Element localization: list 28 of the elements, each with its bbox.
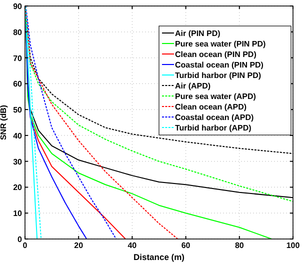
- y-tick-label: 40: [13, 131, 23, 140]
- x-axis-title: Distance (m): [133, 252, 185, 262]
- legend-label: Pure sea water (PIN PD): [175, 40, 266, 48]
- legend-label: Pure sea water (APD): [175, 92, 256, 101]
- legend-label: Turbid harbor (APD): [175, 124, 252, 132]
- y-tick-label: 0: [18, 235, 23, 244]
- legend-label: Turbid harbor (PIN PD): [175, 71, 262, 80]
- legend-label: Air (APD): [175, 82, 211, 90]
- x-tick-label: 60: [181, 241, 191, 250]
- y-tick-label: 80: [13, 28, 23, 37]
- legend-label: Clean ocean (PIN PD): [175, 50, 257, 59]
- legend-label: Coastal ocean (APD): [175, 113, 254, 122]
- legend-label: Coastal ocean (PIN PD): [175, 60, 264, 70]
- x-tick-label: 80: [234, 241, 244, 250]
- y-tick-label: 90: [13, 2, 23, 11]
- y-tick-label: 10: [13, 209, 23, 218]
- y-tick-label: 60: [13, 80, 23, 89]
- y-tick-label: 70: [13, 54, 23, 63]
- y-tick-label: 20: [13, 183, 23, 192]
- line-series: [25, 6, 42, 239]
- x-tick-label: 40: [128, 241, 138, 250]
- x-tick-label: 20: [74, 241, 84, 250]
- y-tick-label: 50: [13, 106, 23, 115]
- y-axis-title: SNR (dB): [0, 104, 8, 140]
- legend-label: Air (PIN PD): [175, 29, 221, 38]
- y-tick-label: 30: [13, 157, 23, 166]
- legend-label: Clean ocean (APD): [175, 102, 247, 112]
- x-tick-label: 100: [286, 241, 300, 250]
